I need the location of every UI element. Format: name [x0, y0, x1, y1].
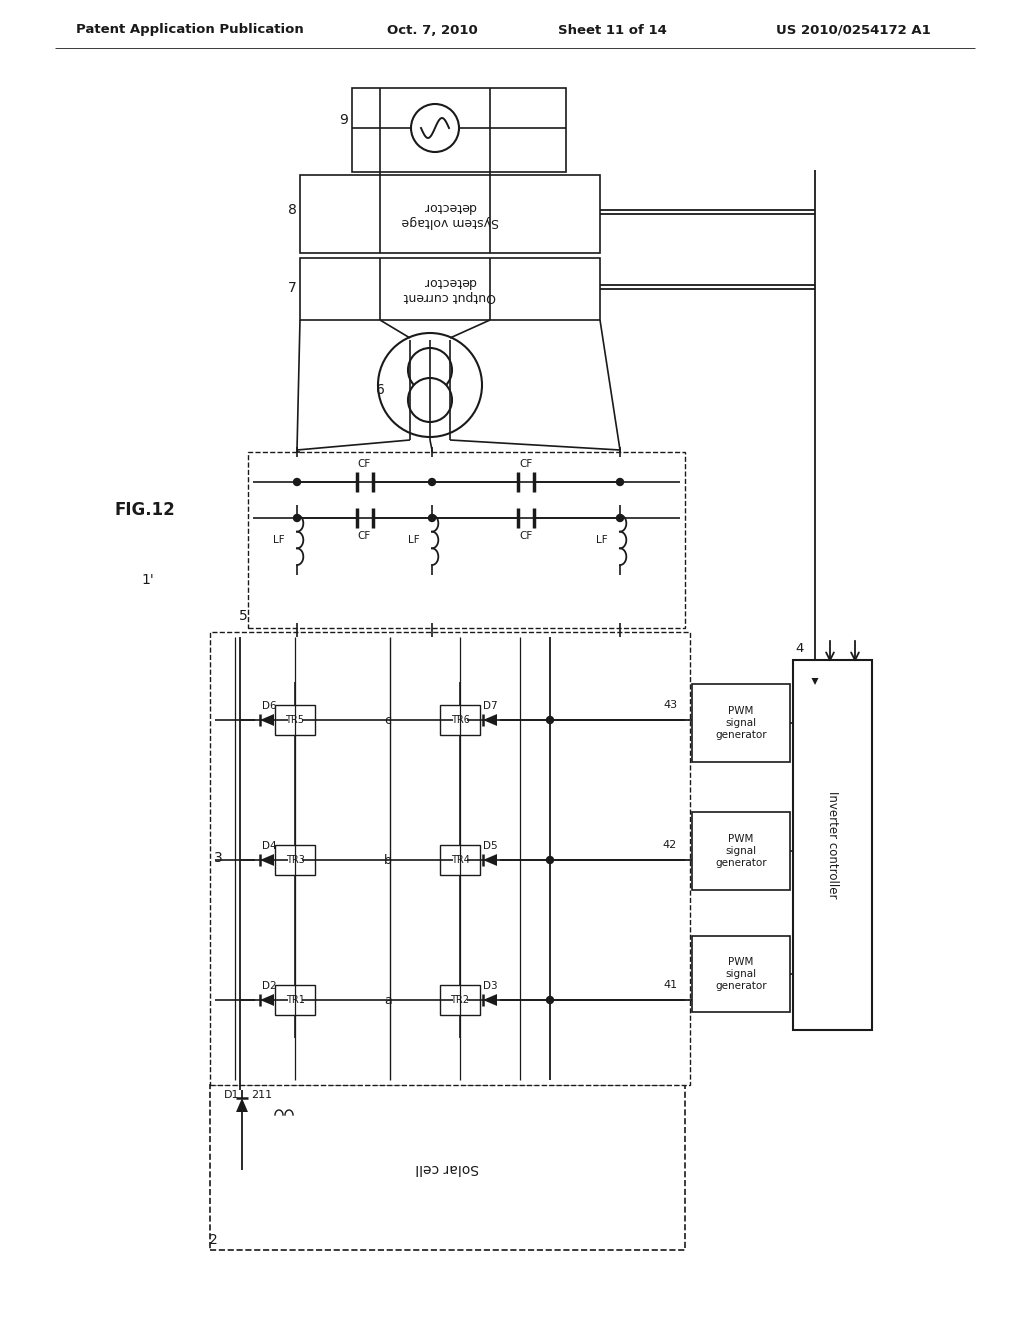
Bar [440, 985, 480, 1015]
Bar [300, 257, 600, 319]
Text: D3: D3 [482, 981, 498, 991]
Text: PWM
signal
generator: PWM signal generator [715, 706, 767, 739]
Bar [692, 684, 790, 762]
Text: 43: 43 [663, 700, 677, 710]
Text: TR6: TR6 [451, 715, 469, 725]
Polygon shape [483, 714, 497, 726]
Text: TR5: TR5 [286, 715, 304, 725]
Bar [440, 845, 480, 875]
Text: System voltage
detector: System voltage detector [401, 201, 499, 228]
Circle shape [294, 479, 300, 486]
Bar [210, 1085, 685, 1250]
Polygon shape [260, 994, 274, 1006]
Text: 9: 9 [340, 114, 348, 127]
Text: D1: D1 [224, 1090, 240, 1100]
Circle shape [547, 717, 554, 723]
Text: 1': 1' [141, 573, 155, 587]
Text: CF: CF [357, 531, 371, 541]
Polygon shape [483, 994, 497, 1006]
Circle shape [547, 857, 554, 863]
Text: TR4: TR4 [451, 855, 469, 865]
Bar [793, 660, 872, 1030]
Text: CF: CF [519, 531, 532, 541]
Bar [275, 985, 315, 1015]
Text: TR1: TR1 [286, 995, 304, 1005]
Circle shape [408, 348, 452, 392]
Polygon shape [237, 1098, 248, 1111]
Text: 7: 7 [288, 281, 296, 294]
Bar [352, 88, 566, 172]
Text: PWM
signal
generator: PWM signal generator [715, 957, 767, 990]
Bar [440, 705, 480, 735]
Bar [300, 176, 600, 253]
Text: Oct. 7, 2010: Oct. 7, 2010 [387, 24, 477, 37]
Polygon shape [811, 678, 818, 685]
Text: D7: D7 [482, 701, 498, 711]
Polygon shape [260, 714, 274, 726]
Bar [275, 845, 315, 875]
Circle shape [616, 515, 624, 521]
Circle shape [294, 515, 300, 521]
Bar [692, 812, 790, 890]
Bar [692, 936, 790, 1012]
Text: TR2: TR2 [451, 995, 469, 1005]
Text: 8: 8 [288, 203, 296, 216]
Circle shape [547, 997, 554, 1003]
Text: b: b [384, 854, 392, 866]
Text: D6: D6 [262, 701, 276, 711]
Text: TR3: TR3 [286, 855, 304, 865]
Text: Solar cell: Solar cell [416, 1160, 479, 1175]
Text: US 2010/0254172 A1: US 2010/0254172 A1 [775, 24, 931, 37]
Circle shape [408, 378, 452, 422]
Text: D2: D2 [262, 981, 276, 991]
Text: a: a [384, 994, 392, 1006]
Text: 3: 3 [214, 851, 222, 865]
Text: LF: LF [596, 535, 608, 545]
Text: Patent Application Publication: Patent Application Publication [76, 24, 304, 37]
Text: Inverter controller: Inverter controller [826, 791, 839, 899]
Circle shape [616, 479, 624, 486]
Text: LF: LF [409, 535, 420, 545]
Text: LF: LF [273, 535, 285, 545]
Text: CF: CF [357, 459, 371, 469]
Circle shape [428, 479, 435, 486]
Text: D5: D5 [482, 841, 498, 851]
Text: 4: 4 [796, 642, 804, 655]
Polygon shape [260, 854, 274, 866]
Text: D4: D4 [262, 841, 276, 851]
Bar [210, 632, 690, 1085]
Circle shape [428, 515, 435, 521]
Polygon shape [483, 854, 497, 866]
Text: 6: 6 [376, 383, 384, 397]
Text: 42: 42 [663, 840, 677, 850]
Text: 211: 211 [252, 1090, 272, 1100]
Bar [248, 451, 685, 628]
Text: 41: 41 [663, 979, 677, 990]
Bar [275, 705, 315, 735]
Text: CF: CF [519, 459, 532, 469]
Text: FIG.12: FIG.12 [115, 502, 175, 519]
Text: 5: 5 [239, 609, 248, 623]
Text: 2: 2 [209, 1233, 217, 1247]
Text: Output current
detector: Output current detector [403, 275, 497, 304]
Text: c: c [384, 714, 391, 726]
Text: Sheet 11 of 14: Sheet 11 of 14 [557, 24, 667, 37]
Text: PWM
signal
generator: PWM signal generator [715, 834, 767, 867]
